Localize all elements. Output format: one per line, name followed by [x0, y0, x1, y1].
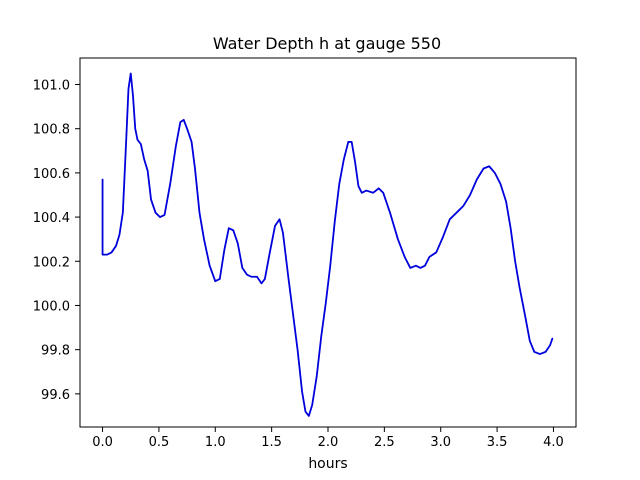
x-tick-label: 1.5	[261, 435, 282, 450]
y-axis-ticks: 99.6 99.8 100.0 100.2 100.4 100.6 100.8 101.0	[33, 79, 80, 403]
y-tick-label: 100.6	[33, 167, 70, 182]
x-tick-label: 0.0	[92, 435, 113, 450]
y-tick-label: 99.8	[41, 344, 70, 359]
y-tick-label: 99.6	[41, 388, 70, 403]
x-tick-label: 0.5	[149, 435, 170, 450]
y-tick-label: 101.0	[33, 79, 70, 94]
y-tick-label: 100.0	[33, 299, 70, 314]
series-line	[101, 72, 554, 417]
x-tick-label: 2.5	[374, 435, 395, 450]
x-tick-label: 3.0	[430, 435, 451, 450]
y-tick-label: 100.2	[33, 255, 70, 270]
series-layer	[101, 72, 554, 417]
x-axis-label: hours	[308, 456, 347, 472]
plot-frame	[79, 57, 577, 428]
x-tick-label: 3.5	[487, 435, 508, 450]
y-tick-label: 100.4	[33, 211, 70, 226]
chart-title: Water Depth h at gauge 550	[213, 34, 441, 53]
x-tick-label: 1.0	[205, 435, 226, 450]
x-tick-label: 4.0	[543, 435, 564, 450]
y-tick-label: 100.8	[33, 123, 70, 138]
x-tick-label: 2.0	[318, 435, 339, 450]
x-axis-ticks: 0.0 0.5 1.0 1.5 2.0 2.5 3.0 3.5 4.0	[92, 427, 564, 450]
